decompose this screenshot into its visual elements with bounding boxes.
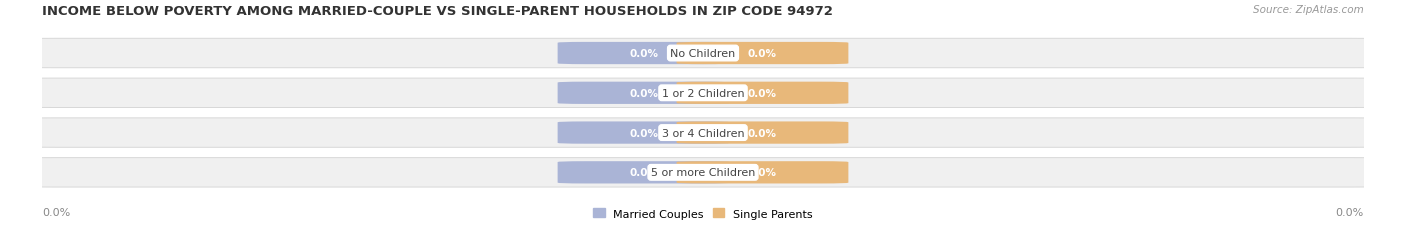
FancyBboxPatch shape xyxy=(676,161,848,184)
Text: 0.0%: 0.0% xyxy=(628,128,658,138)
Text: 5 or more Children: 5 or more Children xyxy=(651,168,755,178)
FancyBboxPatch shape xyxy=(676,122,848,144)
Text: INCOME BELOW POVERTY AMONG MARRIED-COUPLE VS SINGLE-PARENT HOUSEHOLDS IN ZIP COD: INCOME BELOW POVERTY AMONG MARRIED-COUPL… xyxy=(42,5,832,18)
FancyBboxPatch shape xyxy=(676,43,848,65)
FancyBboxPatch shape xyxy=(15,118,1391,148)
FancyBboxPatch shape xyxy=(676,82,848,104)
FancyBboxPatch shape xyxy=(15,158,1391,187)
Text: 0.0%: 0.0% xyxy=(748,49,778,59)
Text: 0.0%: 0.0% xyxy=(748,88,778,98)
Text: 1 or 2 Children: 1 or 2 Children xyxy=(662,88,744,98)
Text: 0.0%: 0.0% xyxy=(1336,207,1364,218)
Text: 0.0%: 0.0% xyxy=(748,128,778,138)
Text: No Children: No Children xyxy=(671,49,735,59)
FancyBboxPatch shape xyxy=(558,82,730,104)
FancyBboxPatch shape xyxy=(15,39,1391,68)
FancyBboxPatch shape xyxy=(558,122,730,144)
Text: 3 or 4 Children: 3 or 4 Children xyxy=(662,128,744,138)
Text: 0.0%: 0.0% xyxy=(628,88,658,98)
FancyBboxPatch shape xyxy=(558,43,730,65)
Legend: Married Couples, Single Parents: Married Couples, Single Parents xyxy=(589,204,817,223)
Text: 0.0%: 0.0% xyxy=(748,168,778,178)
Text: 0.0%: 0.0% xyxy=(628,168,658,178)
Text: 0.0%: 0.0% xyxy=(628,49,658,59)
Text: Source: ZipAtlas.com: Source: ZipAtlas.com xyxy=(1253,5,1364,15)
Text: 0.0%: 0.0% xyxy=(42,207,70,218)
FancyBboxPatch shape xyxy=(558,161,730,184)
FancyBboxPatch shape xyxy=(15,79,1391,108)
